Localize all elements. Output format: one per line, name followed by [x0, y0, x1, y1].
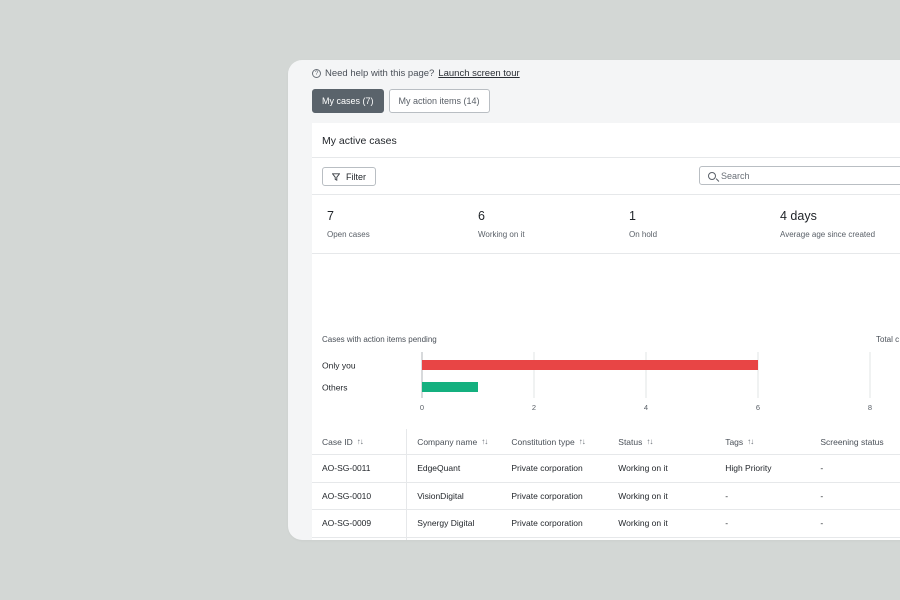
sort-icon[interactable]: ↑↓: [481, 437, 488, 446]
table-row[interactable]: AO-SG-0009 Synergy Digital Private corpora…: [312, 510, 900, 538]
chart-title: Cases with action items pending: [322, 335, 437, 344]
search-icon: [708, 171, 716, 180]
case-tabs: My cases (7) My action items (14): [312, 89, 490, 113]
table-cell: Private corporation: [501, 538, 608, 541]
column-header-label: Case ID: [322, 436, 353, 447]
table-cell: Working on it: [618, 518, 668, 529]
x-tick-label: 2: [532, 403, 536, 412]
table-cell: AO-SG-0010: [322, 490, 372, 501]
stat-label: Average age since created: [780, 230, 876, 239]
column-header-label: Status: [618, 436, 643, 447]
search-input[interactable]: [721, 170, 900, 181]
table-cell: High Priority: [725, 463, 772, 474]
table-cell: Working on it: [618, 490, 668, 501]
table-cell: FusionSphere: [406, 537, 501, 540]
table-cell: Synergy Digital: [406, 510, 501, 537]
cases-table: Case ID ↑↓ Company name ↑↓ Constitution type…: [312, 429, 900, 540]
table-cell: EdgeQuant: [406, 455, 501, 482]
table-cell: -: [820, 490, 824, 501]
column-header-label: Company name: [417, 436, 478, 447]
sort-icon[interactable]: ↑↓: [356, 437, 364, 446]
table-cell: AO-SG-0011: [322, 463, 371, 474]
stat-label: Open cases: [327, 230, 370, 239]
question-circle-icon: ?: [312, 69, 321, 78]
tab-my-action-items[interactable]: My action items (14): [388, 89, 490, 113]
card-title: My active cases: [322, 135, 397, 147]
column-header-label: Tags: [725, 436, 744, 447]
divider: [312, 194, 900, 195]
help-banner: ? Need help with this page? Launch scree…: [312, 68, 520, 79]
column-header: Screening status: [810, 429, 900, 454]
stat-working-on-it: 6 Working on it: [478, 209, 525, 239]
category-label: Others: [322, 383, 348, 393]
x-tick-label: 8: [868, 403, 872, 412]
column-header[interactable]: Case ID ↑↓: [312, 429, 406, 454]
divider: [312, 157, 900, 158]
bar-only-you[interactable]: [422, 360, 758, 370]
table-cell: -: [725, 490, 729, 501]
table-cell: Working on it: [608, 538, 715, 541]
table-row[interactable]: AO-SG-0011 EdgeQuant Private corporation Wo…: [312, 455, 900, 483]
column-header-label: Screening status: [820, 436, 884, 447]
table-cell: -: [715, 538, 810, 541]
table-cell: Private corporation: [511, 518, 583, 529]
bar-others[interactable]: [422, 382, 478, 392]
filter-label: Filter: [346, 171, 366, 182]
table-cell: Private corporation: [511, 463, 583, 474]
table-header: Case ID ↑↓ Company name ↑↓ Constitution type…: [312, 429, 900, 455]
category-label: Only you: [322, 361, 356, 371]
x-tick-label: 4: [644, 403, 648, 412]
column-header[interactable]: Constitution type ↑↓: [501, 429, 608, 454]
table-cell: AO-SG-0009: [322, 518, 372, 529]
table-cell: -: [820, 518, 824, 529]
table-cell: Working on it: [618, 463, 668, 474]
table-cell: Private corporation: [511, 490, 583, 501]
stat-value: 6: [478, 209, 485, 223]
launch-tour-link[interactable]: Launch screen tour: [438, 68, 520, 79]
chart-title-total: Total c: [876, 335, 900, 344]
table-cell: VisionDigital: [406, 482, 501, 509]
table-row[interactable]: AO-SG-0008FusionSpherePrivate corporatio…: [312, 537, 900, 541]
help-text: Need help with this page?: [325, 68, 435, 79]
stat-value: 1: [629, 209, 636, 223]
column-header[interactable]: Company name ↑↓: [406, 429, 501, 454]
sort-icon[interactable]: ↑↓: [578, 437, 586, 446]
filter-button[interactable]: Filter: [322, 167, 376, 186]
table-cell: -: [820, 463, 824, 474]
active-cases-card: My active cases Filter 7 Open cases 6 Wo…: [312, 123, 900, 540]
divider: [312, 253, 900, 254]
sort-icon[interactable]: ↑↓: [747, 437, 754, 446]
x-tick-label: 6: [756, 403, 760, 412]
table-cell: AO-SG-0008: [312, 538, 406, 541]
table-cell: -: [725, 518, 729, 529]
stat-label: On hold: [629, 230, 658, 239]
tab-my-cases[interactable]: My cases (7): [312, 89, 384, 113]
column-header[interactable]: Status ↑↓: [608, 429, 715, 454]
funnel-icon: [331, 172, 341, 181]
stat-label: Working on it: [478, 230, 525, 239]
stat-value: 7: [327, 209, 334, 223]
column-header-label: Constitution type: [511, 436, 575, 447]
stat-average-age: 4 days Average age since created: [780, 209, 875, 239]
column-header[interactable]: Tags ↑↓: [715, 429, 810, 454]
stat-on-hold: 1 On hold: [629, 209, 657, 239]
table-row[interactable]: AO-SG-0010 VisionDigital Private corporati…: [312, 482, 900, 510]
stat-open-cases: 7 Open cases: [327, 209, 370, 239]
sort-icon[interactable]: ↑↓: [646, 437, 653, 446]
table-cell: Pending screening: [810, 538, 900, 541]
pending-items-bar-chart: 0 2 4 6 8 Only you Others: [322, 352, 872, 412]
x-tick-label: 0: [420, 403, 424, 412]
stat-value: 4 days: [780, 209, 817, 223]
table-body: AO-SG-0011 EdgeQuant Private corporation Wo…: [312, 455, 900, 540]
app-window: ? Need help with this page? Launch scree…: [288, 60, 900, 540]
search-box[interactable]: [699, 166, 900, 185]
